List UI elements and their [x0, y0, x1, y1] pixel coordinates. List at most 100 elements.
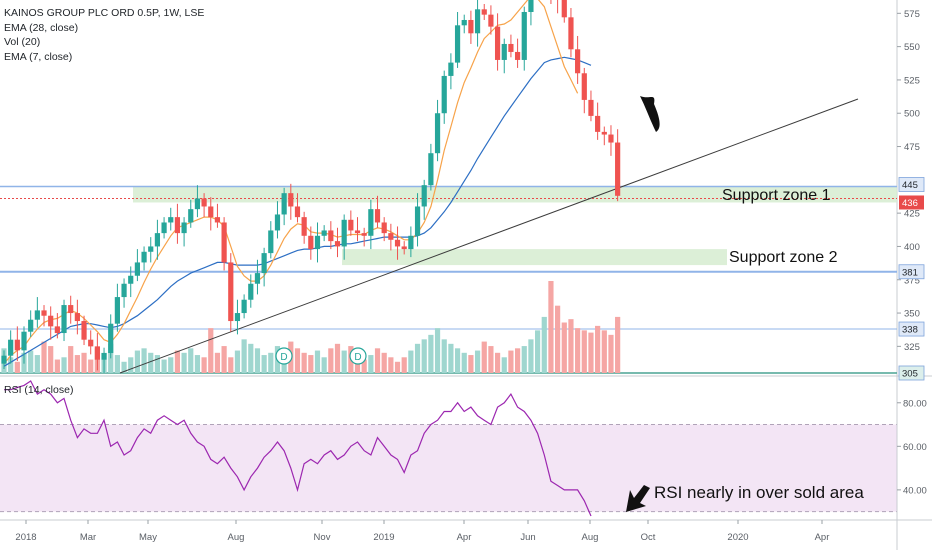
- candle-body: [54, 326, 60, 334]
- volume-bar: [328, 348, 334, 373]
- time-axis-label: Apr: [457, 532, 472, 543]
- volume-bar: [454, 348, 461, 373]
- candle-body: [201, 198, 207, 207]
- volume-bar: [575, 328, 581, 373]
- legend-vol[interactable]: Vol (20): [4, 36, 41, 48]
- volume-bar: [474, 350, 481, 373]
- volume-bar: [374, 348, 381, 373]
- price-axis-label: 575: [904, 9, 920, 20]
- candle-body: [61, 305, 67, 334]
- candle-body: [194, 198, 201, 210]
- candle-body: [68, 305, 74, 314]
- candle-body: [561, 0, 567, 18]
- volume-bar: [294, 348, 301, 373]
- candle-body: [374, 209, 381, 223]
- support-zone-2: [342, 249, 727, 266]
- candle-body: [481, 9, 487, 15]
- candle-body: [568, 17, 574, 50]
- volume-bar: [601, 330, 607, 373]
- ema-fast-line: [3, 0, 579, 365]
- candle-body: [588, 99, 594, 116]
- time-axis-label: 2020: [727, 532, 748, 543]
- price-tag: [898, 264, 925, 280]
- volume-bar: [14, 361, 20, 373]
- dividend-marker: [275, 347, 293, 365]
- candle-body: [228, 262, 234, 322]
- volume-bar: [134, 350, 140, 373]
- volume-bar: [588, 332, 594, 373]
- candle-body: [81, 321, 87, 340]
- volume-bar: [368, 355, 374, 373]
- candle-body: [428, 153, 434, 186]
- legend-title[interactable]: KAINOS GROUP PLC ORD 0.5P, 1W, LSE: [4, 7, 205, 19]
- volume-bar: [608, 334, 614, 373]
- candle-body: [94, 346, 100, 360]
- candle-body: [174, 217, 181, 234]
- volume-bar: [28, 350, 34, 373]
- candle-body: [248, 283, 254, 300]
- volume-bar: [361, 359, 367, 373]
- volume-bar: [81, 352, 87, 373]
- candle-body: [454, 25, 461, 63]
- volume-bar: [88, 359, 94, 373]
- support-zone-2-label: Support zone 2: [729, 249, 838, 266]
- volume-bar: [461, 352, 467, 373]
- volume-bar: [421, 339, 427, 373]
- volume-bar: [268, 352, 274, 373]
- volume-bar: [128, 357, 134, 373]
- candle-body: [274, 214, 281, 231]
- volume-bar: [174, 350, 181, 373]
- candle-body: [261, 253, 267, 274]
- legend-ema7[interactable]: EMA (7, close): [4, 50, 73, 63]
- volume-bar: [161, 359, 167, 373]
- candle-body: [334, 241, 341, 247]
- volume-bar: [535, 330, 541, 373]
- candle-body: [128, 275, 134, 284]
- legend-ema28[interactable]: EMA (28, close): [4, 21, 79, 34]
- price-tag-label: 445: [902, 180, 918, 191]
- volume-bar: [68, 346, 74, 373]
- candle-body: [341, 219, 347, 247]
- volume-bar: [434, 328, 441, 373]
- candle-body: [314, 235, 321, 250]
- candle-body: [488, 14, 494, 27]
- candle-body: [521, 11, 527, 60]
- price-axis-label: 475: [904, 142, 920, 153]
- candle-body: [101, 353, 107, 360]
- volume-bar: [448, 343, 454, 373]
- candle-body: [268, 230, 274, 254]
- rsi-axis-label: 60.00: [903, 442, 927, 453]
- chart-legend: KAINOS GROUP PLC ORD 0.5P, 1W, LSE EMA (…: [4, 6, 204, 64]
- volume-bar: [468, 355, 474, 373]
- candle-body: [401, 246, 407, 250]
- candle-body: [234, 313, 241, 322]
- volume-bar: [181, 352, 187, 373]
- candle-body: [1, 355, 7, 364]
- volume-bar: [414, 343, 421, 373]
- volume-bar: [254, 348, 261, 373]
- time-axis-label: Aug: [582, 532, 599, 543]
- volume-bar: [168, 357, 174, 373]
- candle-body: [308, 235, 314, 250]
- candle-body: [514, 51, 521, 60]
- dividend-label: D: [280, 352, 287, 363]
- volume-bar: [548, 281, 554, 373]
- candle-body: [468, 19, 474, 34]
- ema-slow-line: [3, 56, 592, 367]
- volume-bar: [201, 357, 207, 373]
- candle-body: [21, 331, 27, 351]
- candle-body: [8, 339, 14, 356]
- candle-body: [394, 239, 401, 247]
- volume-bar: [221, 346, 227, 373]
- volume-bar: [154, 355, 161, 373]
- candle-body: [441, 75, 447, 114]
- volume-bar: [481, 341, 487, 373]
- volume-bar: [108, 343, 114, 373]
- rsi-legend[interactable]: RSI (14, close): [4, 384, 74, 396]
- candle-body: [168, 217, 174, 223]
- time-axis-label: Aug: [228, 532, 245, 543]
- volume-bar: [321, 357, 327, 373]
- candle-body: [254, 273, 261, 284]
